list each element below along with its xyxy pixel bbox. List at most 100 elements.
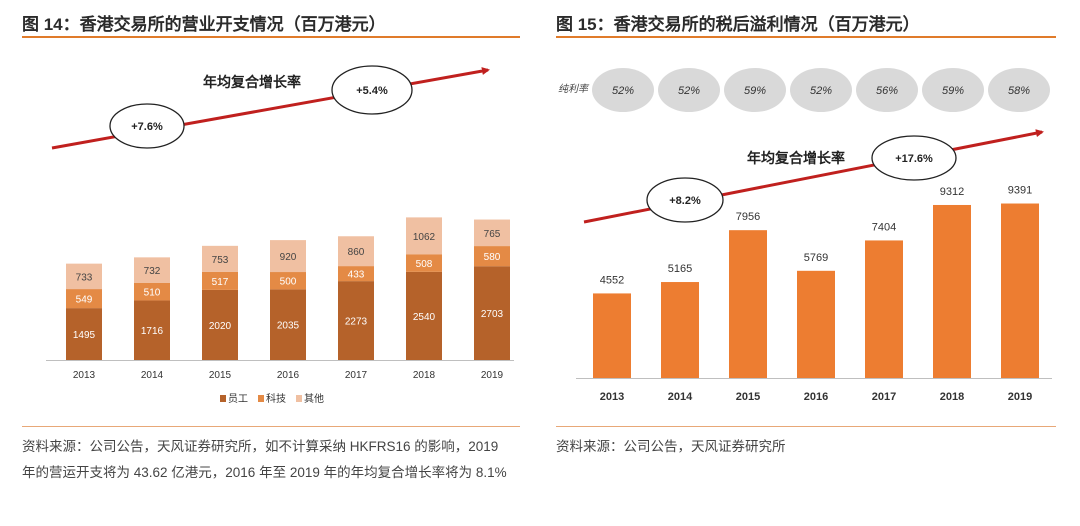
cagr-value: +8.2% [669, 195, 701, 207]
data-label: 580 [484, 252, 501, 263]
right-chart: 4552 2013 5165 2014 7956 2015 5769 2016 7404 2017… [558, 68, 1052, 403]
data-label: 2540 [413, 312, 436, 323]
cagr-value: +5.4% [356, 85, 388, 97]
x-tick-label: 2019 [1008, 391, 1032, 403]
x-tick-label: 2015 [736, 391, 760, 403]
data-label: 9312 [940, 186, 964, 198]
legend-label: 科技 [266, 392, 286, 405]
x-tick-label: 2016 [277, 370, 300, 381]
bar-segment-2014-其他 [134, 257, 170, 283]
left-source-rule [22, 426, 520, 427]
cagr-value: +7.6% [131, 121, 163, 133]
net-margin-bubble [988, 68, 1050, 112]
legend-label: 其他 [304, 392, 324, 405]
right-source-note: 资料来源：公司公告，天风证券研究所 [556, 439, 786, 454]
x-tick-label: 2018 [940, 391, 964, 403]
left-plot-area [42, 40, 520, 420]
bar-2016 [797, 270, 835, 378]
data-label: 5769 [804, 252, 828, 264]
data-label: 1062 [413, 232, 436, 243]
x-tick-label: 2013 [73, 370, 96, 381]
bar-segment-2015-员工 [202, 289, 238, 360]
net-margin-bubble [790, 68, 852, 112]
bar-segment-2015-其他 [202, 245, 238, 272]
data-label: 510 [144, 288, 161, 299]
data-label: 765 [484, 229, 501, 240]
net-margin-bubble [922, 68, 984, 112]
x-tick-label: 2016 [804, 391, 828, 403]
cagr-bubble [871, 135, 957, 181]
data-label: 732 [144, 266, 161, 277]
data-label: 2035 [277, 321, 300, 332]
data-label: 508 [416, 259, 433, 270]
bar-2015 [729, 230, 767, 378]
net-margin-value: 59% [744, 85, 766, 97]
legend-swatch [258, 395, 264, 402]
bar-segment-2018-其他 [406, 217, 442, 255]
bar-segment-2014-科技 [134, 282, 170, 301]
bar-segment-2013-科技 [66, 289, 102, 309]
data-label: 920 [280, 252, 297, 263]
data-label: 549 [76, 295, 93, 306]
data-label: 753 [212, 255, 229, 266]
net-margin-value: 52% [810, 85, 832, 97]
x-tick-label: 2017 [345, 370, 368, 381]
data-label: 5165 [668, 263, 692, 275]
data-label: 860 [348, 247, 365, 258]
bar-segment-2019-其他 [474, 219, 510, 247]
data-label: 2273 [345, 317, 368, 328]
cagr-bubble [331, 65, 413, 115]
bar-segment-2015-科技 [202, 271, 238, 290]
legend-swatch [220, 395, 226, 402]
net-margin-bubble [592, 68, 654, 112]
right-title-rule [556, 36, 1056, 38]
bar-segment-2017-科技 [338, 266, 374, 282]
x-tick-label: 2018 [413, 370, 436, 381]
net-margin-bubble [856, 68, 918, 112]
left-chart: 1495 549 733 2013 1716 510 732 2014 2020 517 753 20… [42, 40, 520, 420]
data-label: 517 [212, 277, 229, 288]
x-tick-label: 2017 [872, 391, 896, 403]
legend-swatch [296, 395, 302, 402]
left-title-rule [22, 36, 520, 38]
right-chart-title: 图 15：香港交易所的税后溢利情况（百万港元） [556, 15, 920, 34]
data-label: 7956 [736, 211, 760, 223]
cagr-bubble [109, 103, 185, 149]
data-label: 4552 [600, 274, 624, 286]
net-margin-label: 纯利率 [558, 83, 590, 95]
cagr-label: 年均复合增长率 [747, 150, 845, 166]
bar-segment-2018-科技 [406, 254, 442, 272]
bar-segment-2016-科技 [270, 272, 306, 290]
net-margin-value: 56% [876, 85, 898, 97]
x-tick-label: 2015 [209, 370, 232, 381]
left-source-note: 资料来源：公司公告，天风证券研究所，如不计算采纳 HKFRS16 的影响，201… [22, 439, 507, 480]
right-source-rule [556, 426, 1056, 427]
net-margin-bubble [724, 68, 786, 112]
x-tick-label: 2014 [141, 370, 164, 381]
x-tick-label: 2013 [600, 391, 624, 403]
net-margin-bubble [658, 68, 720, 112]
data-label: 2703 [481, 309, 504, 320]
data-label: 9391 [1008, 185, 1032, 197]
bar-segment-2019-科技 [474, 246, 510, 267]
left-chart-title: 图 14：香港交易所的营业开支情况（百万港元） [22, 15, 386, 34]
bar-segment-2018-员工 [406, 271, 442, 360]
bar-segment-2013-其他 [66, 263, 102, 290]
bar-2019 [1001, 203, 1039, 378]
data-label: 500 [280, 277, 297, 288]
bar-segment-2016-员工 [270, 289, 306, 360]
data-label: 1495 [73, 330, 96, 341]
net-margin-value: 52% [678, 85, 700, 97]
data-label: 2020 [209, 321, 232, 332]
bar-segment-2014-员工 [134, 300, 170, 360]
x-tick-label: 2019 [481, 370, 504, 381]
cagr-bubble [646, 177, 724, 223]
bar-2017 [865, 240, 903, 378]
legend-label: 员工 [228, 393, 248, 405]
net-margin-value: 59% [942, 85, 964, 97]
bar-segment-2017-员工 [338, 281, 374, 360]
bar-segment-2019-员工 [474, 266, 510, 360]
data-label: 433 [348, 270, 365, 281]
x-tick-label: 2014 [668, 391, 693, 403]
net-margin-value: 58% [1008, 85, 1030, 97]
